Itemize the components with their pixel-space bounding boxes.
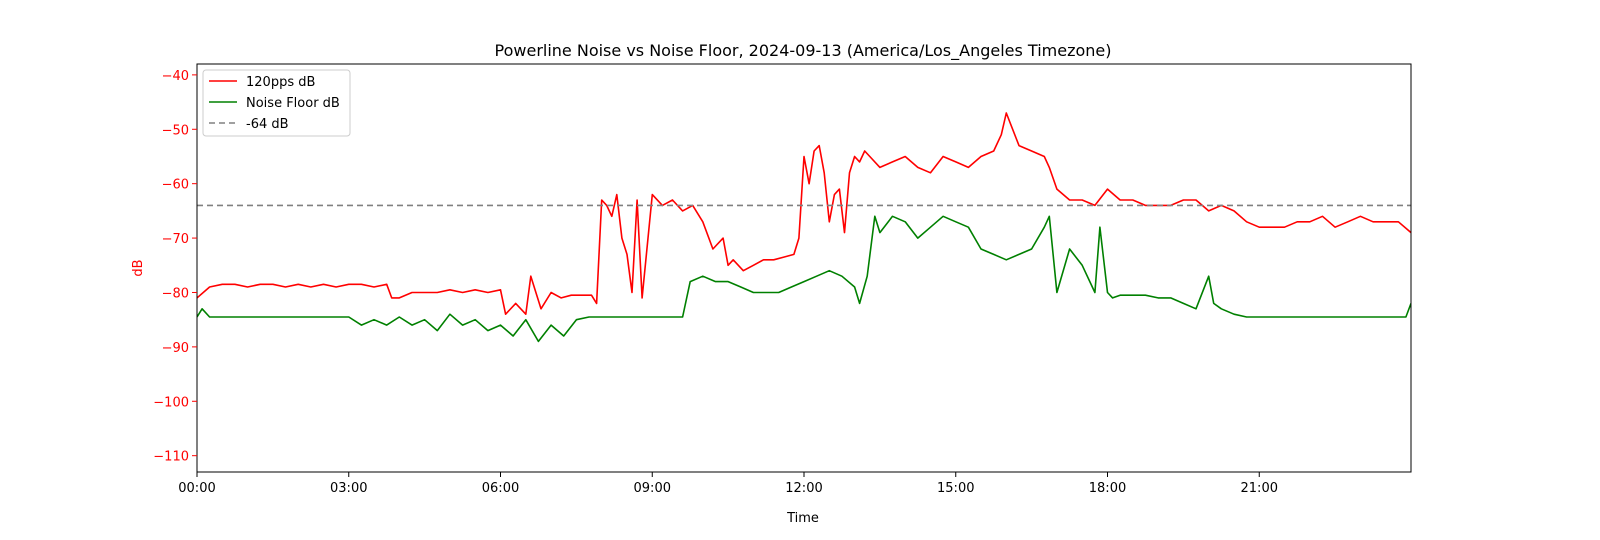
chart-title: Powerline Noise vs Noise Floor, 2024-09-… <box>495 41 1112 61</box>
legend-box <box>202 69 351 137</box>
legend-label: 120pps dB <box>246 75 315 90</box>
x-tick-label: 18:00 <box>1089 481 1126 496</box>
y-tick-label: −110 <box>153 450 189 465</box>
series-line-0 <box>197 112 1411 316</box>
x-tick-label: 21:00 <box>1241 481 1278 496</box>
axes: 00:00 03:00 06:00 09:00 12:00 15:00 18:00 21:00… <box>153 63 1412 496</box>
y-axis-title: dB <box>131 259 146 276</box>
x-tick-label: 12:00 <box>785 481 822 496</box>
x-tick-label: 06:00 <box>482 481 519 496</box>
y-tick-label: −40 <box>162 69 189 84</box>
x-tick-label: 00:00 <box>178 481 215 496</box>
x-tick-label: 09:00 <box>634 481 671 496</box>
legend-label: Noise Floor dB <box>246 96 340 111</box>
x-tick-label: 03:00 <box>330 481 367 496</box>
y-tick-label: −70 <box>162 232 189 247</box>
legend: 120pps dB Noise Floor dB -64 dB <box>202 69 351 137</box>
plot-frame <box>196 63 1412 473</box>
y-tick-label: −100 <box>153 395 189 410</box>
y-tick-label: −90 <box>162 341 189 356</box>
x-axis-title: Time <box>786 511 819 526</box>
y-tick-label: −60 <box>162 178 189 193</box>
plot-area <box>197 112 1411 343</box>
legend-label: -64 dB <box>246 117 289 132</box>
y-tick-label: −50 <box>162 123 189 138</box>
y-tick-label: −80 <box>162 286 189 301</box>
x-tick-label: 15:00 <box>937 481 974 496</box>
series-line-1 <box>197 215 1411 343</box>
